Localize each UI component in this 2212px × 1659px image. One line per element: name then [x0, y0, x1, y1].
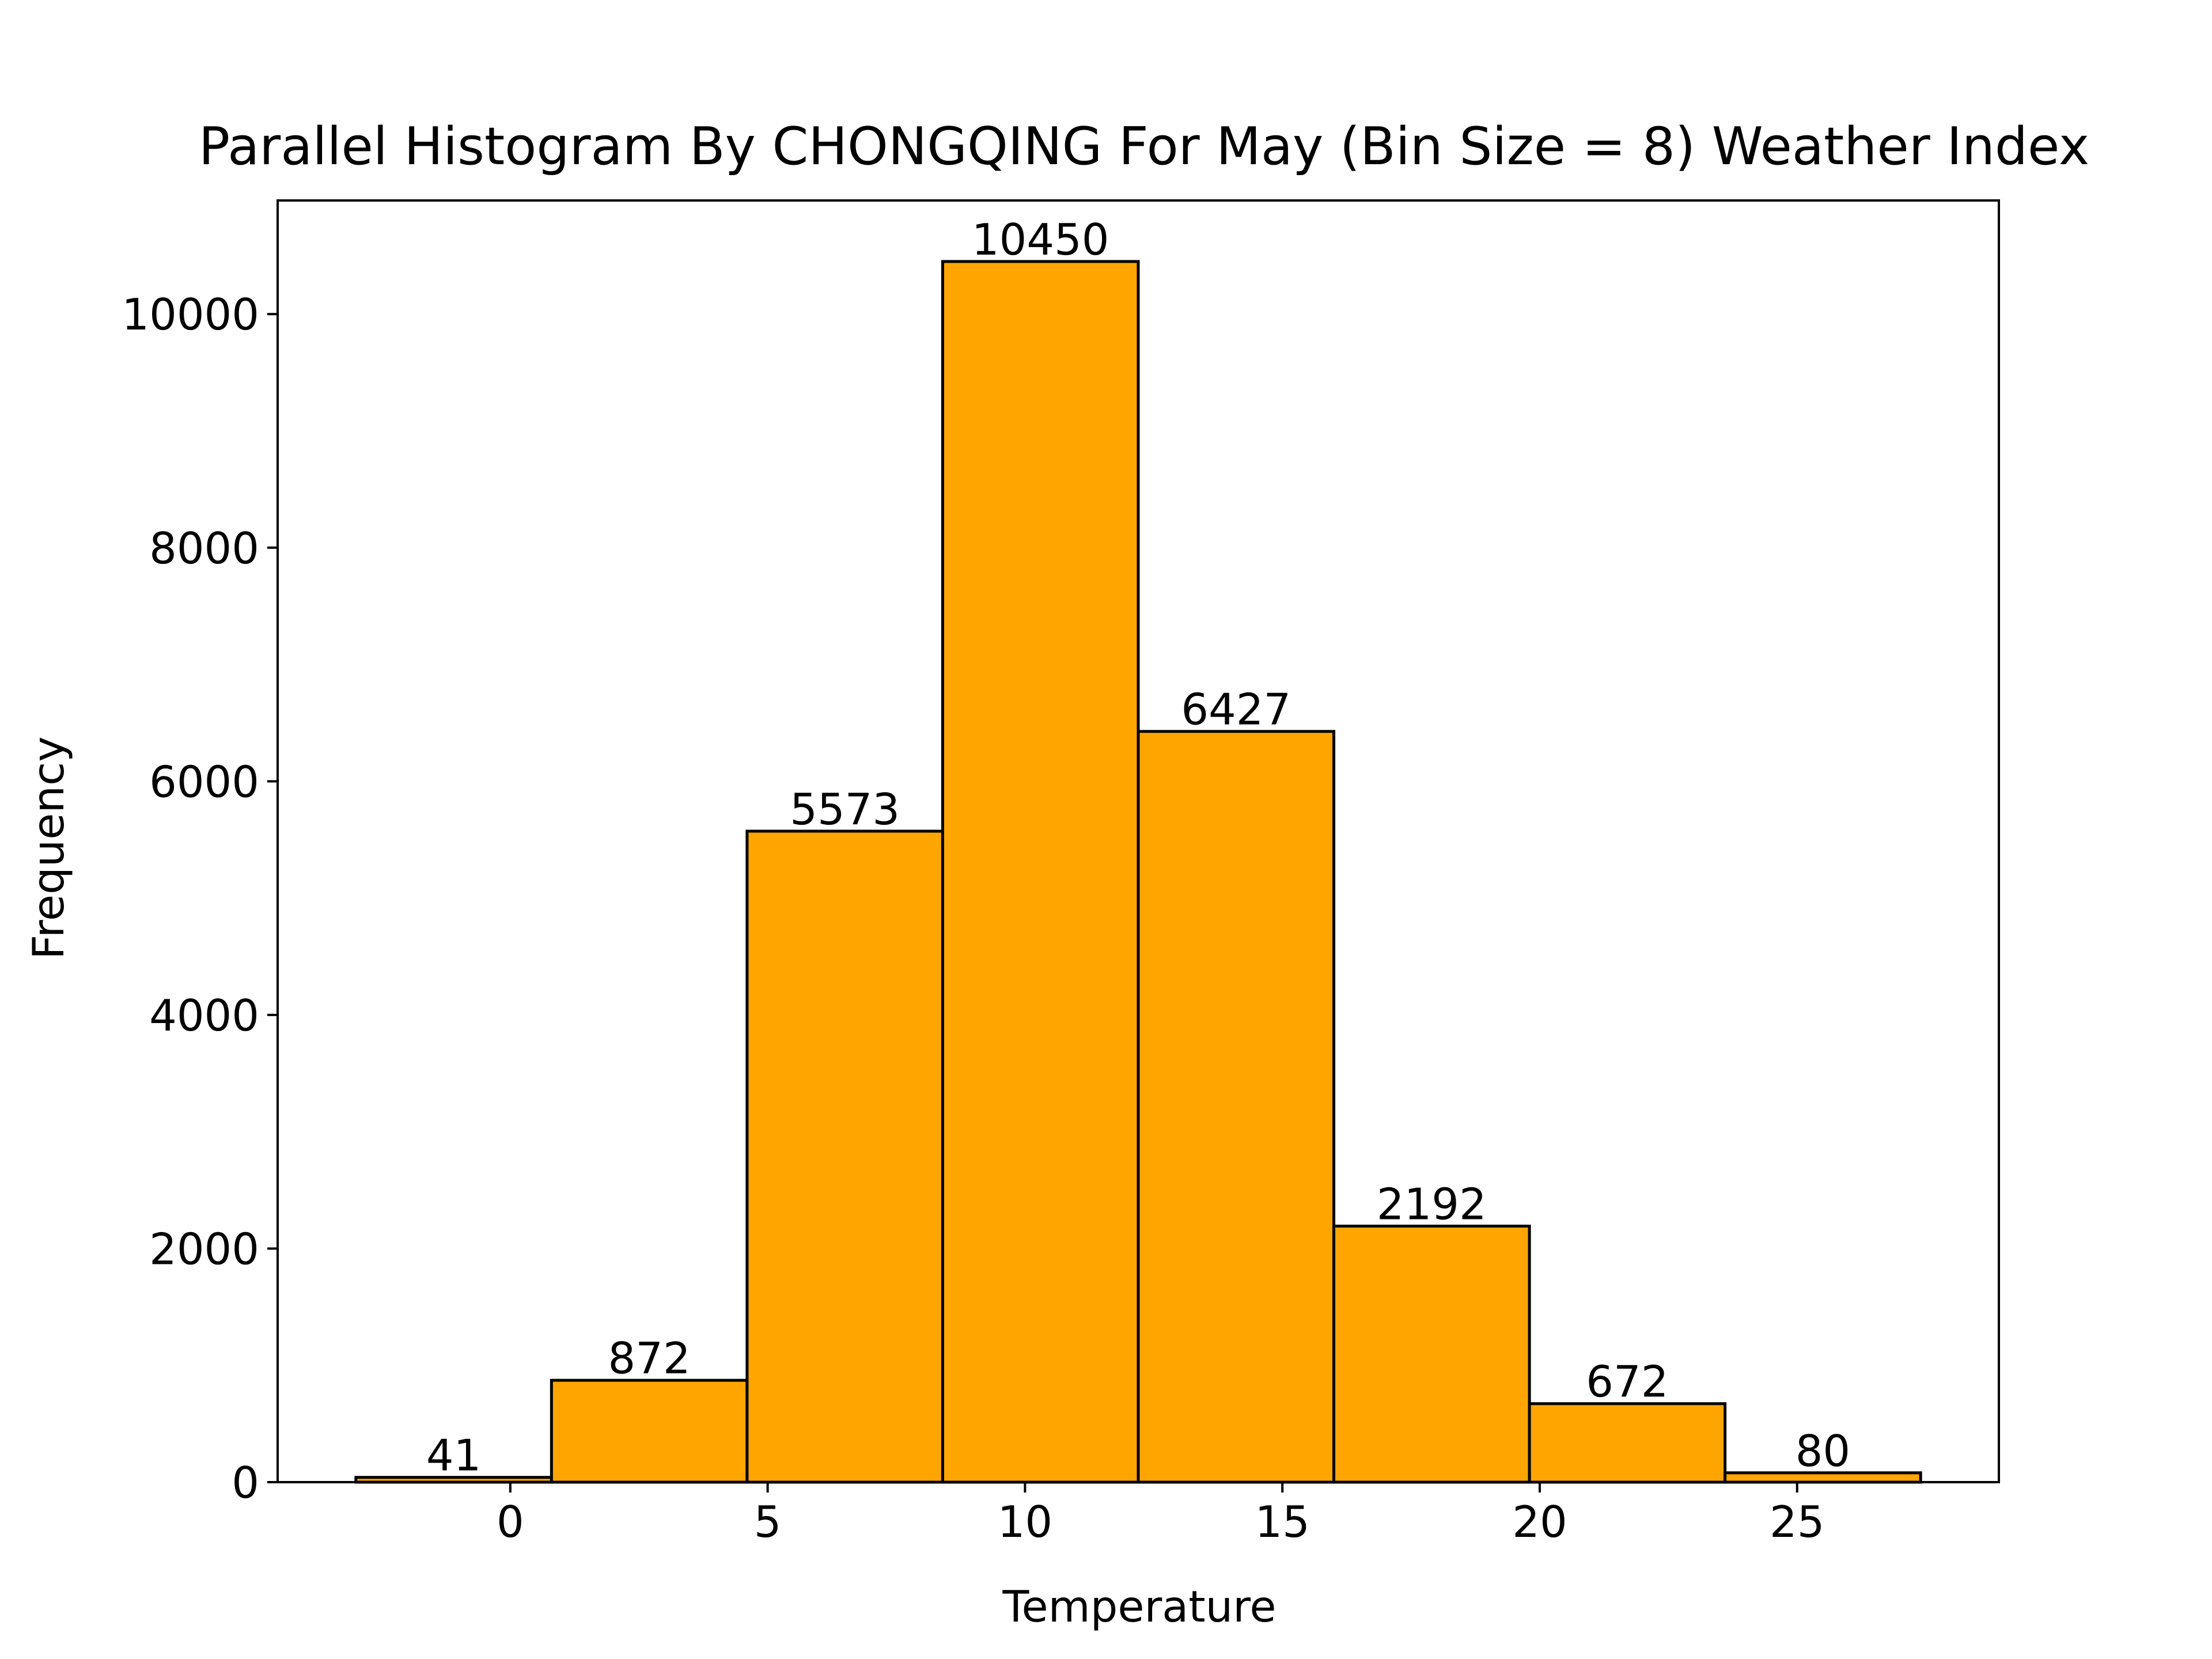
bar-value-label-0: 41	[426, 1430, 481, 1481]
bar-value-label-1: 872	[608, 1333, 691, 1384]
bar-value-label-6: 672	[1586, 1357, 1668, 1407]
x-tick-label-3: 15	[1255, 1497, 1309, 1547]
x-tick-label-1: 5	[754, 1497, 782, 1547]
y-tick-label-5: 10000	[122, 289, 259, 340]
y-tick-label-1: 2000	[149, 1224, 259, 1274]
y-tick-label-3: 6000	[149, 756, 259, 807]
x-tick-label-0: 0	[497, 1497, 524, 1547]
histogram-bar-4	[1137, 730, 1336, 1484]
plot-area-frame	[276, 199, 2000, 1483]
chart-title: Parallel Histogram By CHONGQING For May …	[199, 116, 2089, 177]
y-axis-label: Frequency	[23, 736, 74, 959]
value-labels-layer: 41 872 5573 10450 6427 2192 672 80	[426, 214, 1850, 1481]
bar-value-label-4: 6427	[1181, 684, 1291, 735]
histogram-bar-6	[1528, 1402, 1727, 1484]
histogram-bar-3	[941, 260, 1140, 1484]
histogram-bar-1	[550, 1378, 749, 1484]
bar-value-label-3: 10450	[972, 214, 1109, 265]
y-axis: 0 2000 4000 6000 8000 10000	[122, 289, 278, 1508]
y-tick-label-0: 0	[232, 1457, 259, 1508]
y-tick-label-2: 4000	[149, 990, 259, 1041]
x-axis: 0 5 10 15 20 25	[497, 1482, 1824, 1547]
x-tick-label-5: 25	[1770, 1497, 1824, 1547]
bar-value-label-5: 2192	[1377, 1179, 1487, 1230]
bar-value-label-2: 5573	[790, 784, 900, 835]
bars-layer	[354, 260, 1922, 1484]
bar-value-label-7: 80	[1796, 1426, 1850, 1476]
x-tick-label-4: 20	[1512, 1497, 1567, 1547]
x-axis-label: Temperature	[1002, 1581, 1276, 1632]
y-tick-label-4: 8000	[149, 523, 259, 574]
histogram-bar-2	[745, 830, 944, 1484]
x-tick-label-2: 10	[998, 1497, 1052, 1547]
histogram-bar-5	[1332, 1225, 1531, 1484]
